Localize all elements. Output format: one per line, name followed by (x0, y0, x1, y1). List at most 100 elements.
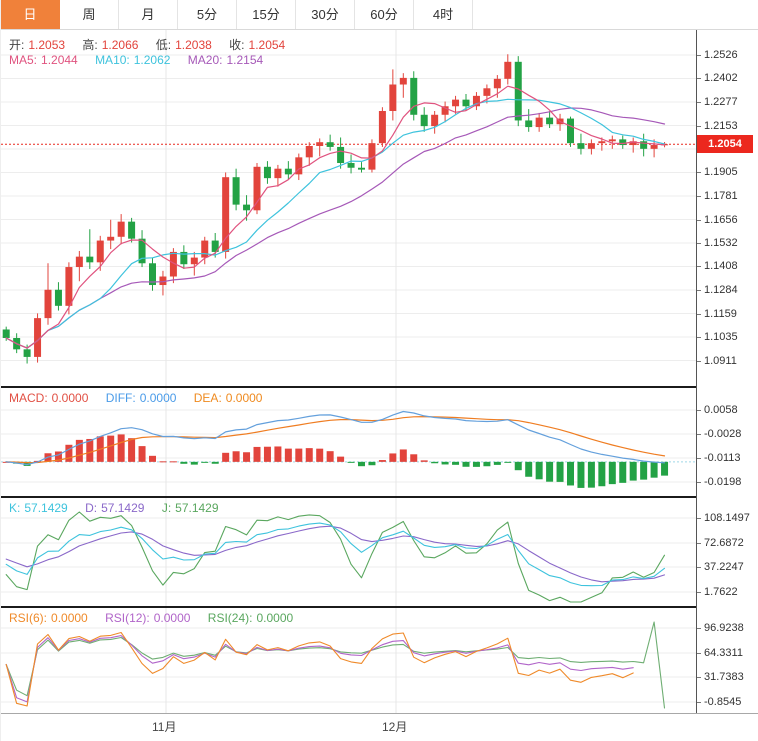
j-value: 57.1429 (175, 501, 219, 515)
d-value: 57.1429 (101, 501, 145, 515)
macd-panel: MACD: 0.0000 DIFF: 0.0000 DEA: 0.0000 (1, 388, 696, 496)
rsi6-value: 0.0000 (51, 611, 88, 625)
ma10-value: 1.2062 (133, 53, 171, 67)
value-axis-column: 1.2054 1.25261.24021.22771.21531.20291.1… (696, 30, 758, 713)
rsi24-label: RSI(24): (207, 611, 253, 625)
axis-tick-label: 1.1284 (704, 283, 738, 296)
tab-week[interactable]: 周 (60, 0, 119, 29)
low-value: 1.2038 (175, 38, 212, 52)
axis-tick-label: 1.0911 (704, 354, 737, 367)
ma5-label: MA5: (9, 53, 38, 67)
axis-tick-mark (697, 289, 701, 291)
open-value: 1.2053 (28, 38, 66, 52)
axis-tick-label: -0.0028 (704, 428, 742, 440)
panel-separator (1, 386, 696, 388)
tab-60min[interactable]: 60分 (355, 0, 414, 29)
rsi12-value: 0.0000 (153, 611, 191, 625)
axis-tick-label: 1.1656 (704, 213, 738, 226)
j-label: J: (161, 501, 172, 515)
ohlc-row: 开: 1.2053 高: 1.2066 低: 1.2038 收: 1.2054 (9, 36, 289, 53)
rsi-panel: RSI(6): 0.0000 RSI(12): 0.0000 RSI(24): 0.0… (1, 608, 696, 713)
axis-tick-mark (697, 243, 701, 245)
ma20-value: 1.2154 (226, 53, 264, 67)
axis-tick-mark (697, 125, 701, 127)
rsi6-label: RSI(6): (9, 611, 48, 625)
macd-row: MACD: 0.0000 DIFF: 0.0000 DEA: 0.0000 (9, 391, 266, 405)
axis-tick-mark (697, 410, 701, 411)
axis-tick-mark (697, 266, 701, 268)
axis-tick-mark (697, 653, 701, 654)
x-axis-month-label: 12月 (382, 720, 408, 734)
rsi24-value: 0.0000 (256, 611, 294, 625)
kdj-panel: K: 57.1429 D: 57.1429 J: 57.1429 (1, 498, 696, 606)
axis-tick-mark (697, 434, 701, 435)
axis-tick-label: 37.2247 (704, 561, 744, 573)
axis-tick-label: 1.1408 (704, 260, 738, 273)
tab-5min[interactable]: 5分 (178, 0, 237, 29)
period-toolbar: 日周月 5分 15分 30分 60分 4时 (1, 0, 758, 30)
x-axis: 11月 12月 (1, 714, 758, 741)
ma20-label: MA20: (187, 53, 223, 67)
axis-tick-mark (697, 102, 701, 104)
axis-tick-label: 96.9238 (704, 622, 744, 634)
axis-tick-label: -0.0198 (704, 476, 742, 488)
macd-canvas[interactable] (1, 388, 696, 496)
tab-30min[interactable]: 30分 (296, 0, 355, 29)
axis-tick-label: 72.6872 (704, 537, 744, 549)
high-value: 1.2066 (101, 38, 139, 52)
ma5-value: 1.2044 (41, 53, 78, 67)
axis-tick-mark (697, 337, 701, 339)
axis-tick-mark (697, 592, 701, 593)
axis-tick-mark (697, 482, 701, 483)
axis-tick-label: 1.7622 (704, 586, 738, 598)
axis-tick-mark (697, 78, 701, 80)
axis-tick-label: 31.7383 (704, 671, 744, 683)
axis-tick-label: 1.1781 (704, 189, 738, 202)
panel-separator (1, 496, 696, 498)
axis-tick-label: 1.2153 (704, 119, 738, 132)
low-label: 低: (155, 38, 172, 52)
axis-tick-label: 1.1905 (704, 166, 738, 179)
diff-value: 0.0000 (139, 391, 177, 405)
axis-tick-mark (697, 543, 701, 544)
axis-tick-mark (697, 628, 701, 629)
axis-tick-mark (697, 172, 701, 174)
tab-month[interactable]: 月 (119, 0, 178, 29)
main-chart-panel: 开: 1.2053 高: 1.2066 低: 1.2038 收: 1.2054 MA5:… (1, 30, 696, 386)
tab-4h[interactable]: 4时 (414, 0, 473, 29)
x-axis-month-label: 11月 (152, 720, 177, 734)
macd-value: 0.0000 (51, 391, 89, 405)
tab-day[interactable]: 日 (1, 0, 60, 29)
macd-label: MACD: (9, 391, 48, 405)
k-label: K: (9, 501, 21, 515)
kdj-row: K: 57.1429 D: 57.1429 J: 57.1429 (9, 501, 223, 515)
axis-tick-mark (697, 195, 701, 197)
axis-tick-label: 64.3311 (704, 647, 743, 659)
axis-tick-label: 1.1532 (704, 237, 738, 250)
axis-tick-mark (697, 702, 701, 703)
tab-15min[interactable]: 15分 (237, 0, 296, 29)
axis-tick-label: 0.0058 (704, 404, 738, 416)
axis-tick-label: -0.0113 (704, 452, 741, 464)
x-axis-line (1, 713, 758, 714)
axis-tick-label: 108.1497 (704, 512, 750, 524)
diff-label: DIFF: (105, 391, 136, 405)
dea-value: 0.0000 (225, 391, 263, 405)
d-label: D: (85, 501, 98, 515)
high-label: 高: (82, 38, 98, 52)
ma10-label: MA10: (95, 53, 130, 67)
axis-tick-label: 1.1159 (704, 307, 737, 320)
rsi12-label: RSI(12): (105, 611, 150, 625)
close-label: 收: (229, 38, 245, 52)
k-value: 57.1429 (24, 501, 68, 515)
axis-tick-label: 1.1035 (704, 331, 738, 344)
candlestick-canvas[interactable] (1, 30, 696, 386)
rsi-canvas[interactable] (1, 608, 696, 713)
kdj-canvas[interactable] (1, 498, 696, 606)
axis-tick-mark (697, 360, 701, 362)
ma-row: MA5: 1.2044 MA10: 1.2062 MA20: 1.2154 (9, 53, 267, 67)
axis-tick-mark (697, 55, 701, 56)
axis-tick-label: 1.2277 (704, 96, 738, 109)
axis-tick-mark (697, 458, 701, 459)
